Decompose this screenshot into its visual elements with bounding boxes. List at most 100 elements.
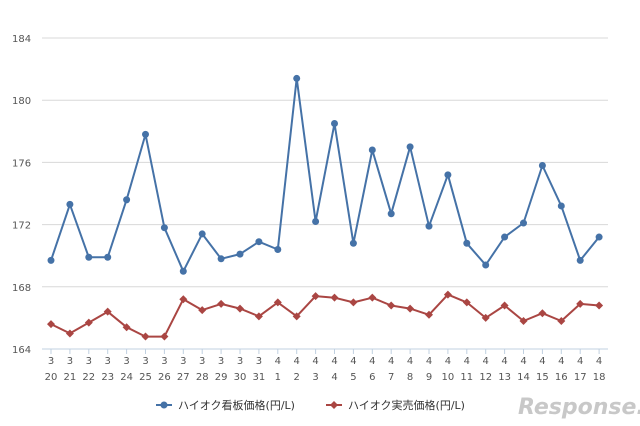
y-tick-label: 176 bbox=[12, 158, 31, 169]
data-point-series-1 bbox=[349, 239, 357, 247]
x-tick-day: 18 bbox=[593, 372, 606, 383]
data-point-series-2 bbox=[387, 301, 396, 310]
data-point-series-2 bbox=[217, 299, 226, 308]
legend-marker-2 bbox=[330, 401, 338, 409]
data-point-series-1 bbox=[463, 239, 471, 247]
x-tick-month: 4 bbox=[312, 356, 318, 367]
data-point-series-2 bbox=[557, 317, 566, 326]
x-tick-month: 4 bbox=[558, 356, 564, 367]
data-point-series-2 bbox=[84, 318, 93, 327]
data-point-series-1 bbox=[66, 200, 74, 208]
data-point-series-1 bbox=[104, 253, 112, 261]
data-point-series-1 bbox=[142, 130, 149, 138]
data-point-series-1 bbox=[123, 196, 131, 204]
x-tick-month: 3 bbox=[161, 356, 167, 367]
x-tick-month: 3 bbox=[237, 356, 243, 367]
x-tick-month: 4 bbox=[577, 356, 583, 367]
y-tick-label: 172 bbox=[12, 221, 31, 232]
data-point-series-1 bbox=[85, 253, 93, 261]
data-point-series-2 bbox=[425, 310, 433, 319]
data-point-series-2 bbox=[292, 312, 301, 321]
watermark: Response. bbox=[518, 395, 640, 420]
legend-marker-1 bbox=[160, 401, 168, 409]
data-point-series-1 bbox=[179, 267, 187, 275]
x-tick-month: 4 bbox=[464, 356, 470, 367]
data-point-series-2 bbox=[311, 292, 320, 301]
legend-label-2: ハイオク実売価格(円/L) bbox=[348, 398, 465, 412]
x-tick-month: 3 bbox=[199, 356, 205, 367]
data-point-series-1 bbox=[274, 245, 282, 253]
data-point-series-2 bbox=[330, 293, 339, 302]
watermark-text: Response. bbox=[518, 395, 640, 420]
x-tick-day: 28 bbox=[196, 372, 209, 383]
x-tick-day: 25 bbox=[139, 372, 152, 383]
data-point-series-1 bbox=[255, 238, 263, 246]
y-tick-label: 164 bbox=[12, 345, 31, 356]
data-point-series-1 bbox=[482, 261, 490, 269]
x-tick-day: 31 bbox=[253, 372, 266, 383]
data-point-series-2 bbox=[519, 317, 528, 326]
data-point-series-1 bbox=[501, 233, 509, 241]
data-point-series-2 bbox=[576, 299, 585, 308]
data-point-series-1 bbox=[406, 143, 414, 151]
data-point-series-2 bbox=[595, 301, 604, 310]
x-tick-month: 4 bbox=[520, 356, 526, 367]
x-tick-month: 3 bbox=[67, 356, 73, 367]
x-tick-day: 22 bbox=[82, 372, 95, 383]
x-tick-day: 12 bbox=[479, 372, 492, 383]
x-tick-month: 3 bbox=[218, 356, 224, 367]
x-tick-month: 3 bbox=[123, 356, 129, 367]
data-point-series-2 bbox=[47, 320, 55, 329]
data-point-series-2 bbox=[198, 306, 207, 315]
data-point-series-1 bbox=[47, 256, 55, 264]
x-tick-day: 14 bbox=[517, 372, 530, 383]
y-tick-label: 184 bbox=[12, 34, 31, 45]
x-tick-day: 4 bbox=[331, 372, 337, 383]
y-axis-ticks: 164 168 172 176 180 184 bbox=[12, 34, 31, 356]
x-tick-day: 11 bbox=[460, 372, 473, 383]
data-point-series-2 bbox=[500, 301, 509, 310]
x-tick-month: 4 bbox=[331, 356, 337, 367]
y-tick-label: 168 bbox=[12, 283, 31, 294]
x-tick-day: 7 bbox=[388, 372, 394, 383]
x-tick-month: 4 bbox=[294, 356, 300, 367]
data-point-series-2 bbox=[103, 307, 112, 316]
x-tick-month: 4 bbox=[350, 356, 356, 367]
x-tick-month: 4 bbox=[483, 356, 489, 367]
data-point-series-1 bbox=[217, 255, 225, 263]
data-point-series-1 bbox=[198, 230, 206, 238]
data-point-series-1 bbox=[425, 222, 433, 230]
x-tick-day: 1 bbox=[275, 372, 281, 383]
data-point-series-1 bbox=[557, 202, 565, 210]
data-point-series-2 bbox=[122, 323, 131, 332]
x-tick-month: 3 bbox=[256, 356, 262, 367]
x-tick-day: 23 bbox=[101, 372, 114, 383]
data-point-series-2 bbox=[406, 304, 415, 313]
x-tick-day: 17 bbox=[574, 372, 587, 383]
x-tick-month: 4 bbox=[407, 356, 413, 367]
data-point-series-2 bbox=[349, 298, 358, 307]
x-axis-ticks: 3203213223233243253263273283293303314142… bbox=[45, 349, 606, 383]
gridlines bbox=[42, 37, 608, 350]
x-tick-day: 13 bbox=[498, 372, 511, 383]
x-tick-day: 15 bbox=[536, 372, 549, 383]
x-tick-day: 20 bbox=[45, 372, 58, 383]
data-point-series-2 bbox=[538, 309, 547, 318]
data-point-series-2 bbox=[462, 298, 471, 307]
x-tick-day: 9 bbox=[426, 372, 432, 383]
data-point-series-1 bbox=[331, 120, 338, 128]
x-tick-month: 4 bbox=[445, 356, 451, 367]
data-point-series-2 bbox=[368, 293, 377, 302]
data-point-series-2 bbox=[236, 304, 244, 313]
x-tick-month: 4 bbox=[539, 356, 545, 367]
data-point-series-1 bbox=[520, 219, 527, 227]
x-tick-day: 21 bbox=[64, 372, 77, 383]
x-tick-month: 4 bbox=[596, 356, 602, 367]
data-point-series-1 bbox=[368, 146, 376, 154]
data-point-series-2 bbox=[273, 298, 282, 307]
x-tick-month: 3 bbox=[142, 356, 148, 367]
plot-area bbox=[47, 74, 604, 341]
data-point-series-1 bbox=[293, 74, 301, 82]
x-tick-day: 10 bbox=[442, 372, 455, 383]
